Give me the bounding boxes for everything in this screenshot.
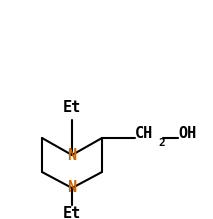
Text: OH: OH	[178, 125, 196, 141]
Text: N: N	[68, 148, 76, 162]
Text: Et: Et	[63, 205, 81, 219]
Text: Et: Et	[63, 101, 81, 115]
Text: N: N	[68, 180, 76, 196]
Text: 2: 2	[158, 138, 165, 148]
Text: CH: CH	[135, 125, 153, 141]
